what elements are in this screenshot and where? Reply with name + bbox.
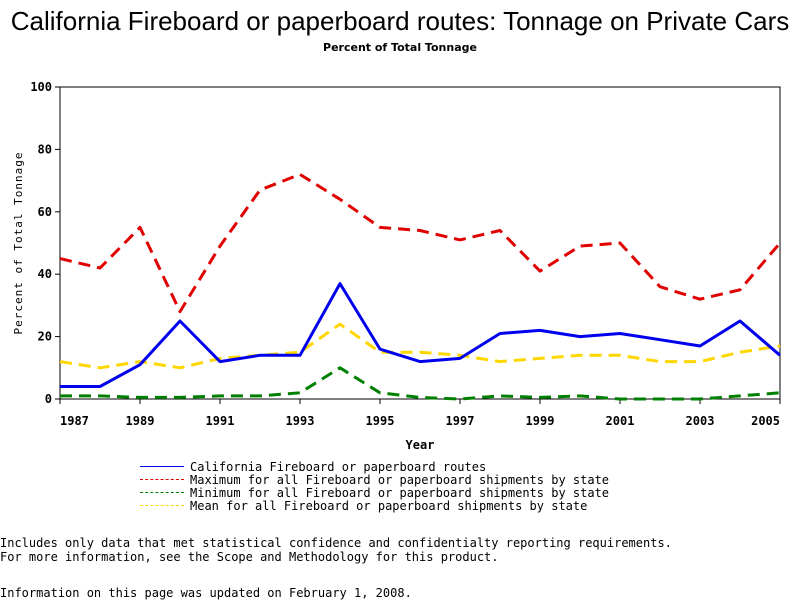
legend-item: Mean for all Fireboard or paperboard shi… xyxy=(140,498,609,513)
y-tick-label: 40 xyxy=(38,267,52,281)
legend-item: Maximum for all Fireboard or paperboard … xyxy=(140,472,610,487)
y-axis-label: Percent of Total Tonnage xyxy=(12,152,25,335)
y-tick-label: 60 xyxy=(38,205,52,219)
y-axis: 0 20 40 60 80 100 xyxy=(30,80,60,406)
legend-label: Minimum for all Fireboard or paperboard … xyxy=(190,485,610,500)
x-tick-label: 1991 xyxy=(206,414,235,428)
updated-note: Information on this page was updated on … xyxy=(0,586,412,600)
legend-swatch xyxy=(140,492,184,493)
series-line-0 xyxy=(60,282,781,388)
x-axis-label: Year xyxy=(406,438,435,452)
x-tick-label: 1999 xyxy=(526,414,555,428)
series-line-3 xyxy=(59,322,781,370)
footer-note-confidence: Includes only data that met statistical … xyxy=(0,536,672,550)
series-line-2 xyxy=(60,366,781,401)
line-chart: 0 20 40 60 80 100 1987 1989 1991 1993 1995 1997 199… xyxy=(12,80,782,452)
legend: California Fireboard or paperboard route… xyxy=(140,459,610,513)
x-tick-label: 1997 xyxy=(446,414,475,428)
legend-label: California Fireboard or paperboard route… xyxy=(190,459,487,474)
x-tick-label: 2005 xyxy=(751,414,780,428)
legend-item: California Fireboard or paperboard route… xyxy=(140,459,609,474)
y-tick-label: 80 xyxy=(38,142,52,156)
series-lines xyxy=(59,172,782,401)
legend-label: Maximum for all Fireboard or paperboard … xyxy=(190,472,610,487)
y-tick-label: 0 xyxy=(45,392,52,406)
x-tick-label: 2003 xyxy=(686,414,715,428)
series-line-1 xyxy=(59,172,782,314)
chart-title: California Fireboard or paperboard route… xyxy=(10,6,790,36)
footer-notes: Includes only data that met statistical … xyxy=(0,536,672,564)
legend-item: Minimum for all Fireboard or paperboard … xyxy=(140,485,610,500)
x-tick-label: 1989 xyxy=(126,414,155,428)
x-tick-label: 1993 xyxy=(286,414,315,428)
x-tick-label: 2001 xyxy=(606,414,635,428)
chart-subtitle: Percent of Total Tonnage xyxy=(323,41,477,54)
x-tick-label: 1987 xyxy=(60,414,89,428)
x-tick-label: 1995 xyxy=(366,414,395,428)
footer-note-methodology: For more information, see the Scope and … xyxy=(0,550,499,564)
legend-swatch xyxy=(140,479,184,480)
plot-frame xyxy=(59,86,781,400)
y-tick-label: 100 xyxy=(30,80,52,94)
legend-swatch xyxy=(140,466,184,467)
legend-label: Mean for all Fireboard or paperboard shi… xyxy=(190,498,588,513)
legend-swatch xyxy=(140,505,184,506)
x-axis: 1987 1989 1991 1993 1995 1997 1999 2001 2003 2005 xyxy=(59,399,781,428)
y-tick-label: 20 xyxy=(38,330,52,344)
